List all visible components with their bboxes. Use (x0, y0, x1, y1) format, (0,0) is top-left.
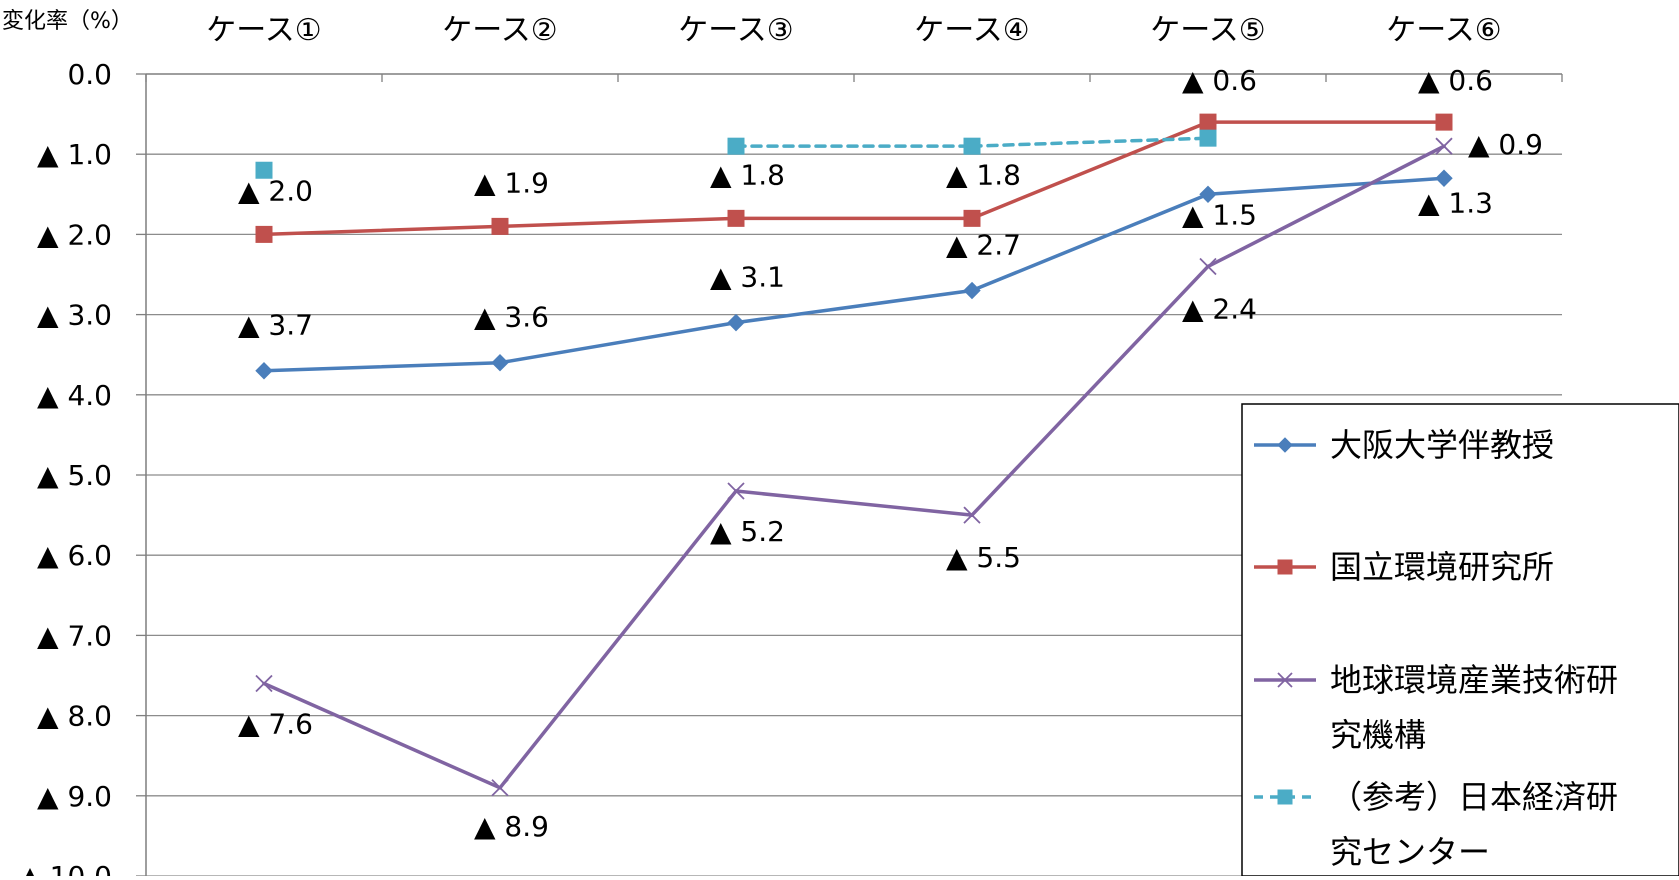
square-marker (727, 209, 745, 227)
series-line-segment (1206, 144, 1446, 269)
series-line-segment (498, 216, 738, 229)
diamond-marker (963, 281, 981, 300)
y-tick-label: ▲ 8.0 (37, 700, 112, 733)
y-tick-label: ▲ 5.0 (37, 459, 112, 492)
y-tick-label: ▲ 9.0 (37, 780, 112, 813)
data-labels: ▲ 3.7 ▲ 3.6 ▲ 3.1 ▲ 2.7 ▲ 1.5 ▲ 1.3 ▲ 2.0 ▲ 1.9… (238, 64, 1543, 843)
category-label: ケース① (206, 13, 321, 48)
x-marker-stroke (963, 506, 981, 524)
legend-label: 大阪大学伴教授 (1330, 426, 1554, 464)
data-label: ▲ 3.6 (474, 301, 549, 334)
data-label: ▲ 8.9 (474, 810, 549, 843)
category-labels: ケース① ケース② ケース③ ケース④ ケース⑤ ケース⑥ (206, 13, 1501, 48)
x-marker-stroke (491, 779, 509, 797)
diamond-marker (491, 354, 509, 372)
legend-label: 地球環境産業技術研 (1330, 661, 1618, 699)
y-tick-label: ▲ 6.0 (37, 539, 112, 572)
square-marker (1435, 113, 1453, 131)
diamond-marker (1435, 169, 1453, 187)
data-label: ▲ 0.6 (1418, 64, 1493, 97)
data-label: ▲ 3.7 (238, 309, 313, 342)
diamond-marker (1199, 185, 1217, 204)
category-label: ケース⑤ (1150, 13, 1265, 48)
square-marker (727, 137, 745, 155)
data-label: ▲ 2.4 (1182, 292, 1257, 325)
square-marker (1277, 789, 1293, 805)
series-line-segment (734, 288, 974, 325)
legend-label: （参考）日本経済研 (1330, 778, 1618, 816)
y-tick-label: ▲ 2.0 (37, 218, 112, 251)
series-line-segment (970, 264, 1210, 517)
data-label: ▲ 3.1 (710, 261, 785, 294)
y-axis-title: 変化率（%） (2, 9, 133, 34)
series-line-segment (262, 360, 502, 373)
y-tick-label: 0.0 (67, 58, 112, 91)
x-marker-stroke (1277, 672, 1293, 688)
legend-label: 究機構 (1330, 716, 1426, 754)
diamond-marker (1277, 437, 1293, 453)
axes (136, 73, 1563, 877)
legend-box (1241, 403, 1679, 877)
series-line-segment (970, 192, 1210, 293)
data-label: ▲ 1.3 (1418, 186, 1493, 219)
data-label: ▲ 1.8 (946, 158, 1021, 191)
diamond-marker (727, 313, 745, 332)
data-label: ▲ 5.2 (710, 515, 785, 548)
y-tick-labels: 0.0 ▲ 1.0 ▲ 2.0 ▲ 3.0 ▲ 4.0 ▲ 5.0 ▲ 6.0 ▲ 7.0 ▲ … (19, 58, 112, 880)
legend-label: 国立環境研究所 (1330, 548, 1554, 586)
square-marker (255, 225, 273, 243)
y-tick-label: ▲ 1.0 (37, 138, 112, 171)
square-marker (1199, 113, 1217, 131)
data-label: ▲ 2.0 (238, 174, 313, 207)
square-marker (1199, 129, 1217, 147)
data-label: ▲ 1.8 (710, 158, 785, 191)
category-label: ケース② (442, 13, 557, 48)
square-marker (491, 217, 509, 235)
square-marker (963, 137, 981, 155)
y-tick-label: ▲ 3.0 (37, 299, 112, 332)
y-tick-label: ▲ 10.0 (19, 860, 112, 876)
data-label: ▲ 1.9 (474, 166, 549, 199)
data-label: ▲ 1.5 (1182, 198, 1257, 231)
x-marker-stroke (1435, 137, 1453, 155)
series-line-segment (498, 489, 738, 790)
diamond-marker (255, 362, 273, 380)
x-marker-stroke (255, 674, 273, 693)
square-marker (1277, 559, 1293, 575)
x-marker-stroke (1199, 257, 1217, 276)
series-line-segment (970, 136, 1210, 148)
category-label: ケース⑥ (1386, 13, 1501, 48)
series-line-segment (498, 320, 738, 365)
category-label: ケース④ (914, 13, 1029, 48)
data-label: ▲ 5.5 (946, 541, 1021, 574)
series-line-segment (1206, 176, 1446, 197)
x-marker-stroke (727, 482, 745, 500)
series-lines (262, 120, 1446, 790)
category-label: ケース③ (678, 13, 793, 48)
data-label: ▲ 0.9 (1468, 128, 1543, 161)
y-tick-label: ▲ 7.0 (37, 619, 112, 652)
series-line-segment (734, 489, 974, 517)
square-marker (963, 209, 981, 227)
legend-label: 究センター (1330, 833, 1490, 871)
data-label: ▲ 7.6 (238, 708, 313, 741)
series-line-segment (262, 681, 502, 790)
series-markers (255, 113, 1453, 797)
y-tick-label: ▲ 4.0 (37, 379, 112, 412)
square-marker (255, 161, 273, 179)
series-line-segment (262, 224, 502, 237)
data-label: ▲ 2.7 (946, 229, 1021, 262)
data-label: ▲ 0.6 (1182, 64, 1257, 97)
